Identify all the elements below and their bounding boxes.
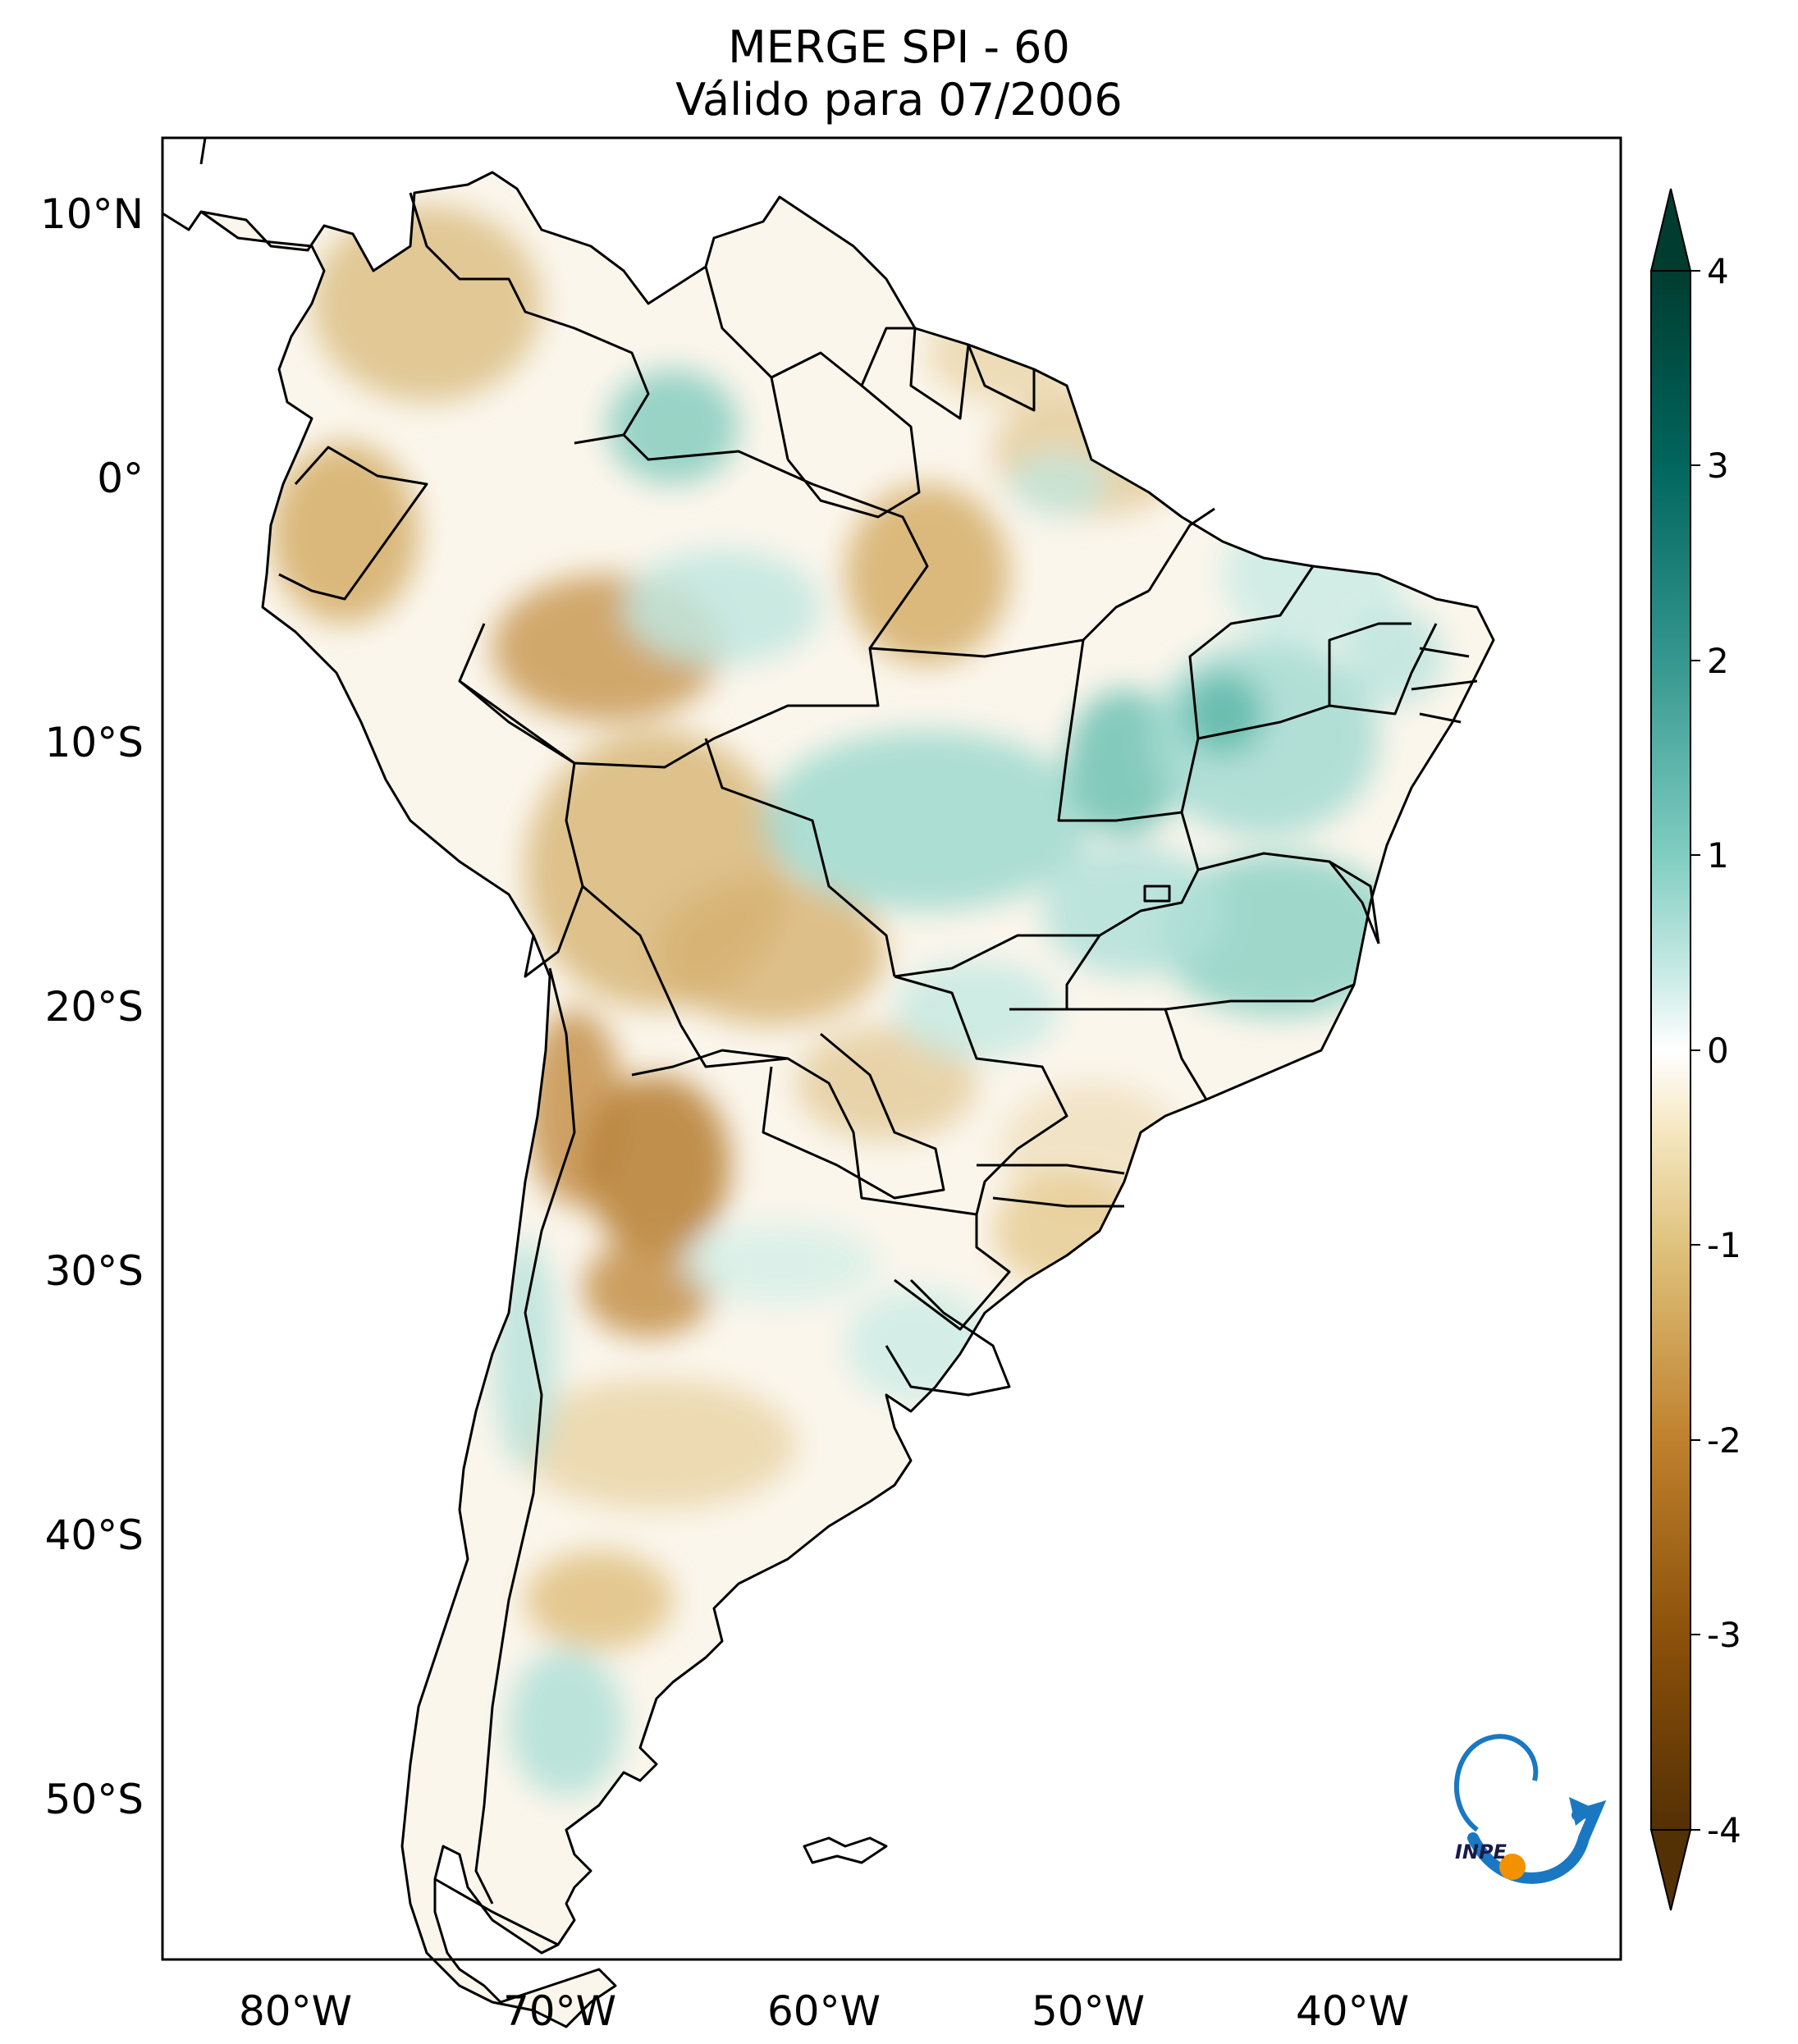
- latitude-axis: 10°N 0° 10°S 20°S 30°S 40°S 50°S: [40, 190, 144, 1823]
- lon-tick-label: 40°W: [1296, 1987, 1409, 2035]
- lon-tick-label: 70°W: [503, 1987, 616, 2035]
- colorbar-tick-label: -3: [1707, 1615, 1741, 1655]
- colorbar-tick-label: 2: [1707, 641, 1729, 681]
- inpe-orbit-icon: [1454, 1734, 1539, 1832]
- lat-tick-label: 40°S: [45, 1511, 144, 1559]
- map-title: MERGE SPI - 60: [728, 21, 1070, 73]
- inpe-logo: INPE: [1454, 1734, 1607, 1884]
- longitude-axis: 80°W 70°W 60°W 50°W 40°W: [239, 1987, 1409, 2035]
- spi-field: [201, 172, 1494, 2027]
- lat-tick-label: 20°S: [45, 983, 144, 1031]
- lat-tick-label: 0°: [97, 455, 144, 502]
- lon-tick-label: 60°W: [767, 1987, 881, 2035]
- inpe-orange-dot-icon: [1499, 1854, 1526, 1880]
- lat-tick-label: 10°N: [40, 190, 144, 238]
- colorbar-tick-label: -2: [1707, 1420, 1741, 1461]
- colorbar-tick-label: -4: [1707, 1810, 1741, 1850]
- colorbar-tick-label: -1: [1707, 1225, 1741, 1265]
- colorbar-extend-min: [1649, 1829, 1692, 1911]
- map-frame: [161, 136, 1622, 1961]
- lon-tick-label: 50°W: [1032, 1987, 1145, 2035]
- country-borders: [162, 137, 1495, 2028]
- colorbar: 4 3 2 1 0 -1 -2 -3 -4: [1649, 188, 1741, 1911]
- inpe-logo-text: INPE: [1455, 1841, 1507, 1863]
- colorbar-tick-label: 4: [1707, 251, 1729, 291]
- lat-tick-label: 50°S: [45, 1776, 144, 1823]
- colorbar-extend-max: [1649, 188, 1692, 272]
- colorbar-gradient: [1650, 270, 1691, 1831]
- map-subtitle: Válido para 07/2006: [675, 74, 1123, 126]
- colorbar-tick-label: 0: [1707, 1031, 1729, 1071]
- lon-tick-label: 80°W: [239, 1987, 352, 2035]
- lat-tick-label: 10°S: [45, 719, 144, 766]
- colorbar-tick-label: 3: [1707, 446, 1729, 486]
- lat-tick-label: 30°S: [45, 1247, 144, 1295]
- colorbar-tick-label: 1: [1707, 835, 1729, 876]
- inpe-arrow-icon: [1467, 1799, 1607, 1884]
